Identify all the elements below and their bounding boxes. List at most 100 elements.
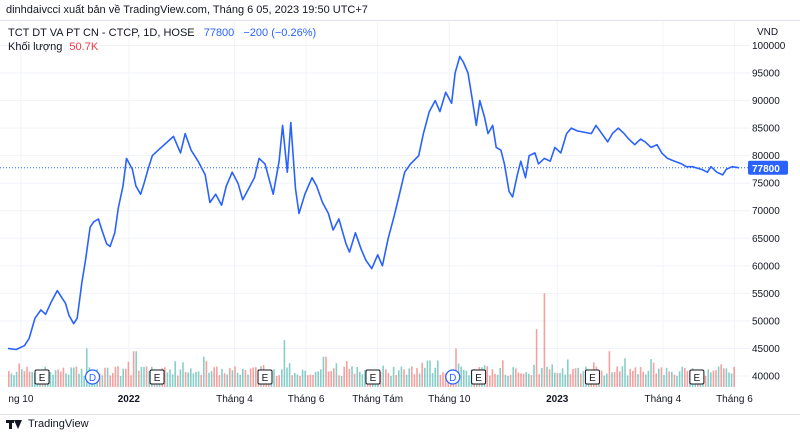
y-tick-label: 50000 bbox=[752, 316, 780, 327]
volume-bar bbox=[70, 367, 72, 387]
volume-bar bbox=[65, 373, 67, 387]
volume-bar bbox=[130, 375, 132, 387]
volume-bar bbox=[400, 366, 403, 387]
volume-bar bbox=[86, 348, 88, 387]
y-tick-label: 95000 bbox=[752, 69, 780, 80]
volume-bar bbox=[525, 371, 527, 387]
volume-bar bbox=[283, 340, 286, 387]
volume-bar bbox=[678, 371, 681, 387]
volume-bar bbox=[67, 374, 70, 387]
volume-bar bbox=[658, 368, 660, 387]
volume-bar bbox=[356, 367, 358, 387]
volume-bar bbox=[325, 356, 327, 387]
event-marker[interactable]: D bbox=[445, 369, 461, 385]
volume-bar bbox=[109, 375, 111, 387]
volume-bar bbox=[582, 371, 585, 387]
volume-bar bbox=[434, 367, 436, 387]
volume-bar bbox=[135, 351, 137, 387]
volume-bar bbox=[353, 373, 356, 387]
volume-bar bbox=[655, 373, 657, 387]
volume-bar bbox=[619, 371, 621, 387]
volume-bar bbox=[403, 369, 405, 387]
volume-bar bbox=[715, 370, 717, 387]
volume-bar bbox=[208, 372, 210, 387]
volume-bar bbox=[31, 371, 33, 387]
event-marker[interactable]: E bbox=[34, 369, 50, 385]
volume-bar bbox=[242, 368, 244, 387]
volume-bar bbox=[616, 366, 618, 387]
event-marker[interactable]: D bbox=[84, 369, 101, 385]
y-tick-label: 45000 bbox=[752, 344, 780, 355]
event-marker[interactable]: E bbox=[257, 369, 273, 385]
volume-bar bbox=[392, 366, 395, 387]
volume-bar bbox=[637, 374, 639, 387]
volume-bar bbox=[101, 375, 104, 387]
volume-bar bbox=[395, 375, 397, 387]
volume-bar bbox=[359, 371, 361, 387]
volume-bar bbox=[21, 369, 23, 387]
volume-bar bbox=[720, 364, 722, 387]
volume-bar bbox=[444, 373, 447, 387]
volume-bar bbox=[229, 368, 231, 387]
volume-bar bbox=[572, 368, 574, 387]
event-letter: D bbox=[89, 373, 96, 384]
earnings-icon bbox=[584, 369, 600, 385]
price-line bbox=[7, 55, 740, 351]
volume-bar bbox=[117, 366, 119, 387]
price-change: −200 (−0.26%) bbox=[243, 27, 317, 39]
dividend-icon bbox=[84, 369, 101, 385]
x-tick-label: Tháng 6 bbox=[288, 394, 325, 405]
footer-brand[interactable]: TradingView bbox=[6, 418, 89, 430]
volume-bar bbox=[320, 369, 322, 387]
volume-bar bbox=[335, 363, 338, 387]
earnings-icon bbox=[689, 369, 705, 385]
y-tick-label: 65000 bbox=[752, 234, 780, 245]
volume-bar bbox=[710, 372, 712, 387]
volume-bar bbox=[244, 369, 247, 387]
volume-bar bbox=[546, 366, 548, 387]
last-price-label: 77800 bbox=[752, 164, 780, 175]
event-marker[interactable]: E bbox=[471, 369, 487, 385]
earnings-icon bbox=[149, 369, 165, 385]
volume-bar bbox=[580, 373, 582, 387]
volume-bar bbox=[166, 372, 169, 387]
event-letter: E bbox=[589, 373, 596, 384]
x-tick-label: ng 10 bbox=[8, 394, 33, 405]
event-letter: E bbox=[262, 373, 269, 384]
volume-bar bbox=[673, 374, 676, 387]
volume-bar bbox=[442, 372, 444, 387]
event-marker[interactable]: E bbox=[584, 369, 600, 385]
x-tick-label: 2022 bbox=[118, 394, 141, 405]
volume-bar bbox=[249, 368, 252, 387]
event-marker[interactable]: E bbox=[149, 369, 165, 385]
volume-bar bbox=[312, 374, 314, 387]
volume-bar bbox=[333, 368, 335, 387]
volume-bar bbox=[343, 366, 345, 387]
volume-bar bbox=[330, 371, 332, 387]
volume-bar bbox=[463, 369, 465, 387]
volume-bar bbox=[569, 374, 572, 387]
volume-bar bbox=[231, 370, 234, 387]
volume-bar bbox=[634, 367, 637, 387]
volume-bar bbox=[671, 371, 673, 387]
volume-bar bbox=[455, 348, 457, 387]
volume-bar bbox=[314, 371, 317, 387]
volume-bar bbox=[730, 373, 733, 387]
chart-frame bbox=[0, 20, 800, 415]
event-letter: E bbox=[370, 373, 377, 384]
volume-bars bbox=[8, 293, 735, 387]
volume-bar bbox=[281, 369, 283, 387]
event-marker[interactable]: E bbox=[365, 369, 381, 385]
x-tick-label: Tháng 10 bbox=[428, 394, 471, 405]
volume-bar bbox=[681, 366, 683, 387]
volume-legend: Khối lượng 50.7K bbox=[8, 41, 98, 53]
volume-label: Khối lượng bbox=[8, 41, 63, 53]
volume-bar bbox=[603, 375, 605, 387]
volume-bar bbox=[468, 375, 470, 387]
event-marker[interactable]: E bbox=[689, 369, 705, 385]
volume-bar bbox=[348, 369, 351, 387]
volume-bar bbox=[221, 368, 223, 387]
volume-bar bbox=[507, 375, 509, 387]
volume-bar bbox=[291, 375, 293, 387]
